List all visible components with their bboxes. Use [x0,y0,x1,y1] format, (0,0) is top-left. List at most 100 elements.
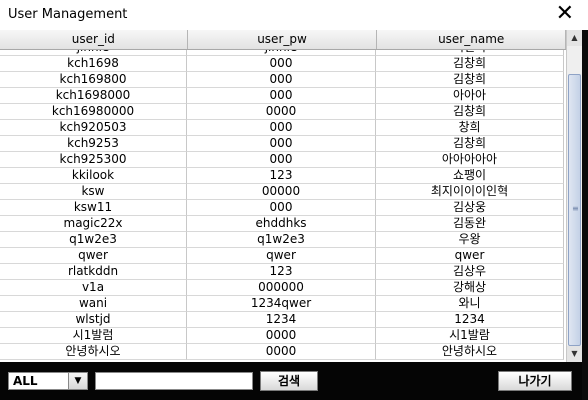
scroll-down-button[interactable]: ▼ [567,346,582,362]
cell-user-name[interactable]: 쇼팽이 [376,168,564,184]
cell-user-name[interactable]: 시1발람 [376,328,564,344]
cell-user-id[interactable]: kch1698000 [0,88,187,104]
column-header-user-name[interactable]: user_name [377,30,567,49]
cell-user-name[interactable]: 김동완 [376,216,564,232]
cell-user-pw[interactable]: 0000 [187,104,376,120]
cell-user-name[interactable]: 강해상 [376,280,564,296]
cell-user-name[interactable]: 김창희 [376,104,564,120]
cell-user-id[interactable]: ksw11 [0,200,187,216]
cell-user-name[interactable]: 김창희 [376,56,564,72]
cell-user-name[interactable]: 와니 [376,296,564,312]
cell-user-id[interactable]: 시1발럼 [0,328,187,344]
cell-user-id[interactable]: q1w2e3 [0,232,187,248]
cell-user-id[interactable]: kch16980000 [0,104,187,120]
cell-user-pw[interactable]: 000 [187,120,376,136]
table-row[interactable]: wlstjd 1234 1234 [0,312,566,328]
grip-icon: ≡ [572,204,579,213]
cell-user-pw[interactable]: 123 [187,264,376,280]
cell-user-pw[interactable]: jinnie [187,50,376,56]
table-row[interactable]: kch1698 000 김창희 [0,56,566,72]
table-row[interactable]: 시1발럼 0000 시1발람 [0,328,566,344]
exit-button[interactable]: 나가기 [498,371,572,391]
table-body: jinniejinnie이진희kch1698000김창희kch169800000… [0,50,566,362]
cell-user-id[interactable]: kkilook [0,168,187,184]
cell-user-id[interactable]: magic22x [0,216,187,232]
table-row[interactable]: kkilook 123 쇼팽이 [0,168,566,184]
table-row[interactable]: qwer qwer qwer [0,248,566,264]
cell-user-name[interactable]: 우왕 [376,232,564,248]
cell-user-pw[interactable]: 000 [187,56,376,72]
table-row[interactable]: kch169800 000 김창희 [0,72,566,88]
cell-user-pw[interactable]: 1234qwer [187,296,376,312]
cell-user-name[interactable]: 아아아 [376,88,564,104]
table-row[interactable]: q1w2e3 q1w2e3 우왕 [0,232,566,248]
cell-user-id[interactable]: kch1698 [0,56,187,72]
cell-user-pw[interactable]: 123 [187,168,376,184]
cell-user-name[interactable]: 김상우 [376,264,564,280]
cell-user-id[interactable]: rlatkddn [0,264,187,280]
cell-user-name[interactable]: 김상웅 [376,200,564,216]
cell-user-id[interactable]: v1a [0,280,187,296]
cell-user-pw[interactable]: 000 [187,136,376,152]
table-row[interactable]: ksw11 000 김상웅 [0,200,566,216]
table-row[interactable]: kch920503 000 창희 [0,120,566,136]
table-row[interactable]: kch925300 000 아아아아아 [0,152,566,168]
window-title: User Management [8,7,128,22]
table-row[interactable]: wani 1234qwer 와니 [0,296,566,312]
cell-user-id[interactable]: wani [0,296,187,312]
cell-user-name[interactable]: 이진희 [376,50,564,56]
cell-user-pw[interactable]: 0000 [187,328,376,344]
table-row[interactable]: jinniejinnie이진희 [0,50,566,56]
cell-user-pw[interactable]: q1w2e3 [187,232,376,248]
table-row[interactable]: magic22x ehddhks 김동완 [0,216,566,232]
cell-user-pw[interactable]: 000 [187,152,376,168]
table-row[interactable]: kch9253 000 김창희 [0,136,566,152]
vertical-scrollbar[interactable]: ▲ ≡ ▼ [566,30,582,362]
cell-user-pw[interactable]: 0000 [187,344,376,360]
cell-user-name[interactable]: 김창희 [376,136,564,152]
table-row[interactable]: rlatkddn 123 김상우 [0,264,566,280]
cell-user-name[interactable]: qwer [376,248,564,264]
scroll-up-button[interactable]: ▲ [567,30,582,46]
cell-user-pw[interactable]: 00000 [187,184,376,200]
cell-user-name[interactable]: 1234 [376,312,564,328]
cell-user-id[interactable]: kch9253 [0,136,187,152]
window-edge [582,30,588,400]
cell-user-id[interactable]: kch920503 [0,120,187,136]
filter-select[interactable]: ALL ▼ [8,372,88,390]
scroll-thumb[interactable]: ≡ [568,74,581,346]
cell-user-pw[interactable]: qwer [187,248,376,264]
cell-user-id[interactable]: qwer [0,248,187,264]
cell-user-pw[interactable]: ehddhks [187,216,376,232]
table-row[interactable]: kch1698000 000 아아아 [0,88,566,104]
cell-user-id[interactable]: 안녕하시오 [0,344,187,360]
column-header-user-pw[interactable]: user_pw [188,30,378,49]
table-header: user_id user_pw user_name [0,30,567,50]
cell-user-id[interactable]: jinnie [0,50,187,56]
chevron-down-icon[interactable]: ▼ [68,373,87,389]
cell-user-id[interactable]: kch169800 [0,72,187,88]
cell-user-name[interactable]: 안녕하시오 [376,344,564,360]
table-row[interactable]: 안녕하시오 0000 안녕하시오 [0,344,566,360]
cell-user-pw[interactable]: 000 [187,88,376,104]
search-input[interactable] [95,372,253,390]
search-button[interactable]: 검색 [260,371,318,391]
cell-user-id[interactable]: wlstjd [0,312,187,328]
cell-user-name[interactable]: 아아아아아 [376,152,564,168]
cell-user-pw[interactable]: 1234 [187,312,376,328]
cell-user-name[interactable]: 창희 [376,120,564,136]
cell-user-pw[interactable]: 000 [187,200,376,216]
user-table: user_id user_pw user_name jinniejinnie이진… [0,30,582,362]
table-row[interactable]: ksw 00000 최지이이이인혁 [0,184,566,200]
cell-user-name[interactable]: 김창희 [376,72,564,88]
cell-user-id[interactable]: ksw [0,184,187,200]
cell-user-id[interactable]: kch925300 [0,152,187,168]
table-row[interactable]: kch16980000 0000 김창희 [0,104,566,120]
cell-user-pw[interactable]: 000000 [187,280,376,296]
cell-user-pw[interactable]: 000 [187,72,376,88]
column-header-user-id[interactable]: user_id [0,30,188,49]
cell-user-name[interactable]: 최지이이이인혁 [376,184,564,200]
filter-select-value: ALL [13,374,38,388]
close-icon[interactable]: ✕ [555,1,574,26]
table-row[interactable]: v1a 000000 강해상 [0,280,566,296]
